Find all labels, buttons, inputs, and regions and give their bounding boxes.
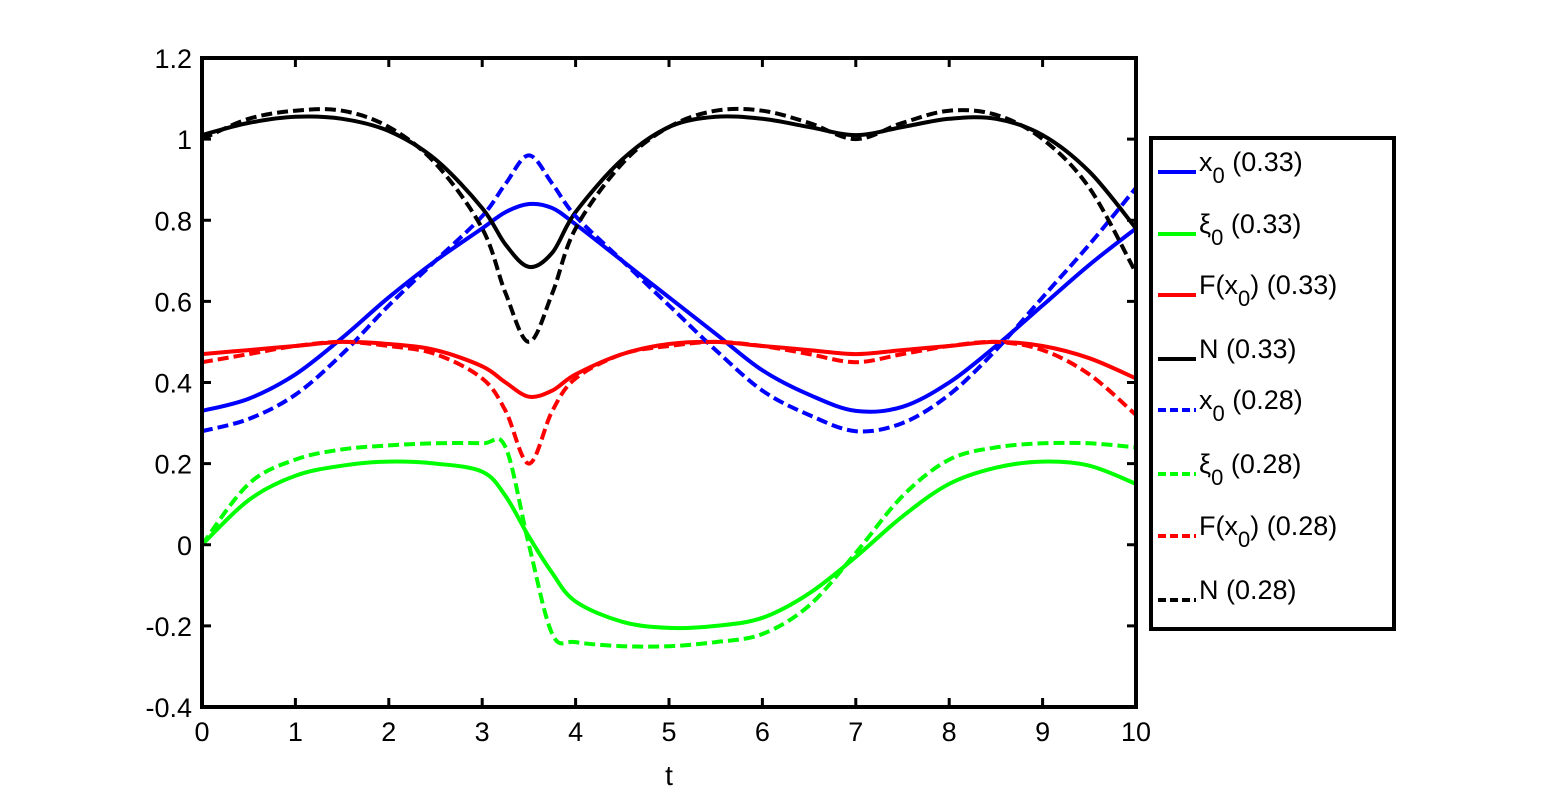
y-tick-label: 0: [177, 531, 192, 561]
legend-label: F(x0) (0.33): [1199, 270, 1337, 311]
series-line-5: [201, 153, 1138, 434]
legend-label: ξ0 (0.28): [1199, 449, 1301, 490]
legend-label: x0 (0.33): [1199, 147, 1303, 188]
x-axis-title: t: [665, 760, 673, 791]
legend-label: ξ0 (0.33): [1199, 209, 1301, 250]
legend-label: x0 (0.28): [1199, 385, 1303, 426]
x-tick-label: 3: [475, 717, 490, 747]
y-tick-label: 1: [177, 125, 192, 155]
y-tick-label: -0.2: [145, 612, 192, 642]
x-tick-label: 2: [381, 717, 396, 747]
x-tick-label: 10: [1121, 717, 1151, 747]
legend: x0 (0.33) ξ0 (0.33) F(x0) (0.33) N (0.33) x0…: [1149, 136, 1396, 631]
x-tick-label: 0: [194, 717, 209, 747]
series-line-8: [201, 106, 1138, 344]
y-tick-label: 0.4: [154, 369, 192, 399]
y-tick-label: -0.4: [145, 693, 192, 723]
series-line-7: [201, 339, 1138, 466]
legend-label: N (0.28): [1199, 575, 1297, 605]
axes-layer: 0 1 2 3 4 5 6 7 8 9 10 -0.4 -0.2 0 0.2 0.4 0.6 0.8 1 1.2: [145, 44, 1151, 747]
x-tick-label: 4: [568, 717, 583, 747]
x-tick-label: 9: [1035, 717, 1050, 747]
y-tick-label: 0.2: [154, 450, 192, 480]
x-tick-label: 8: [942, 717, 957, 747]
legend-box: [1149, 136, 1396, 631]
y-tick-label: 1.2: [154, 44, 192, 74]
legend-label: F(x0) (0.28): [1199, 511, 1337, 552]
series-layer: [200, 106, 1138, 649]
x-tick-label: 5: [661, 717, 676, 747]
legend-label: N (0.33): [1199, 334, 1297, 364]
y-tick-label: 0.8: [154, 206, 192, 236]
series-line-4: [201, 114, 1138, 270]
series-line-6: [200, 436, 1137, 649]
series-line-2: [200, 459, 1137, 631]
x-tick-label: 6: [755, 717, 770, 747]
x-tick-label: 7: [848, 717, 863, 747]
y-tick-label: 0.6: [154, 287, 192, 317]
x-tick-label: 1: [288, 717, 303, 747]
